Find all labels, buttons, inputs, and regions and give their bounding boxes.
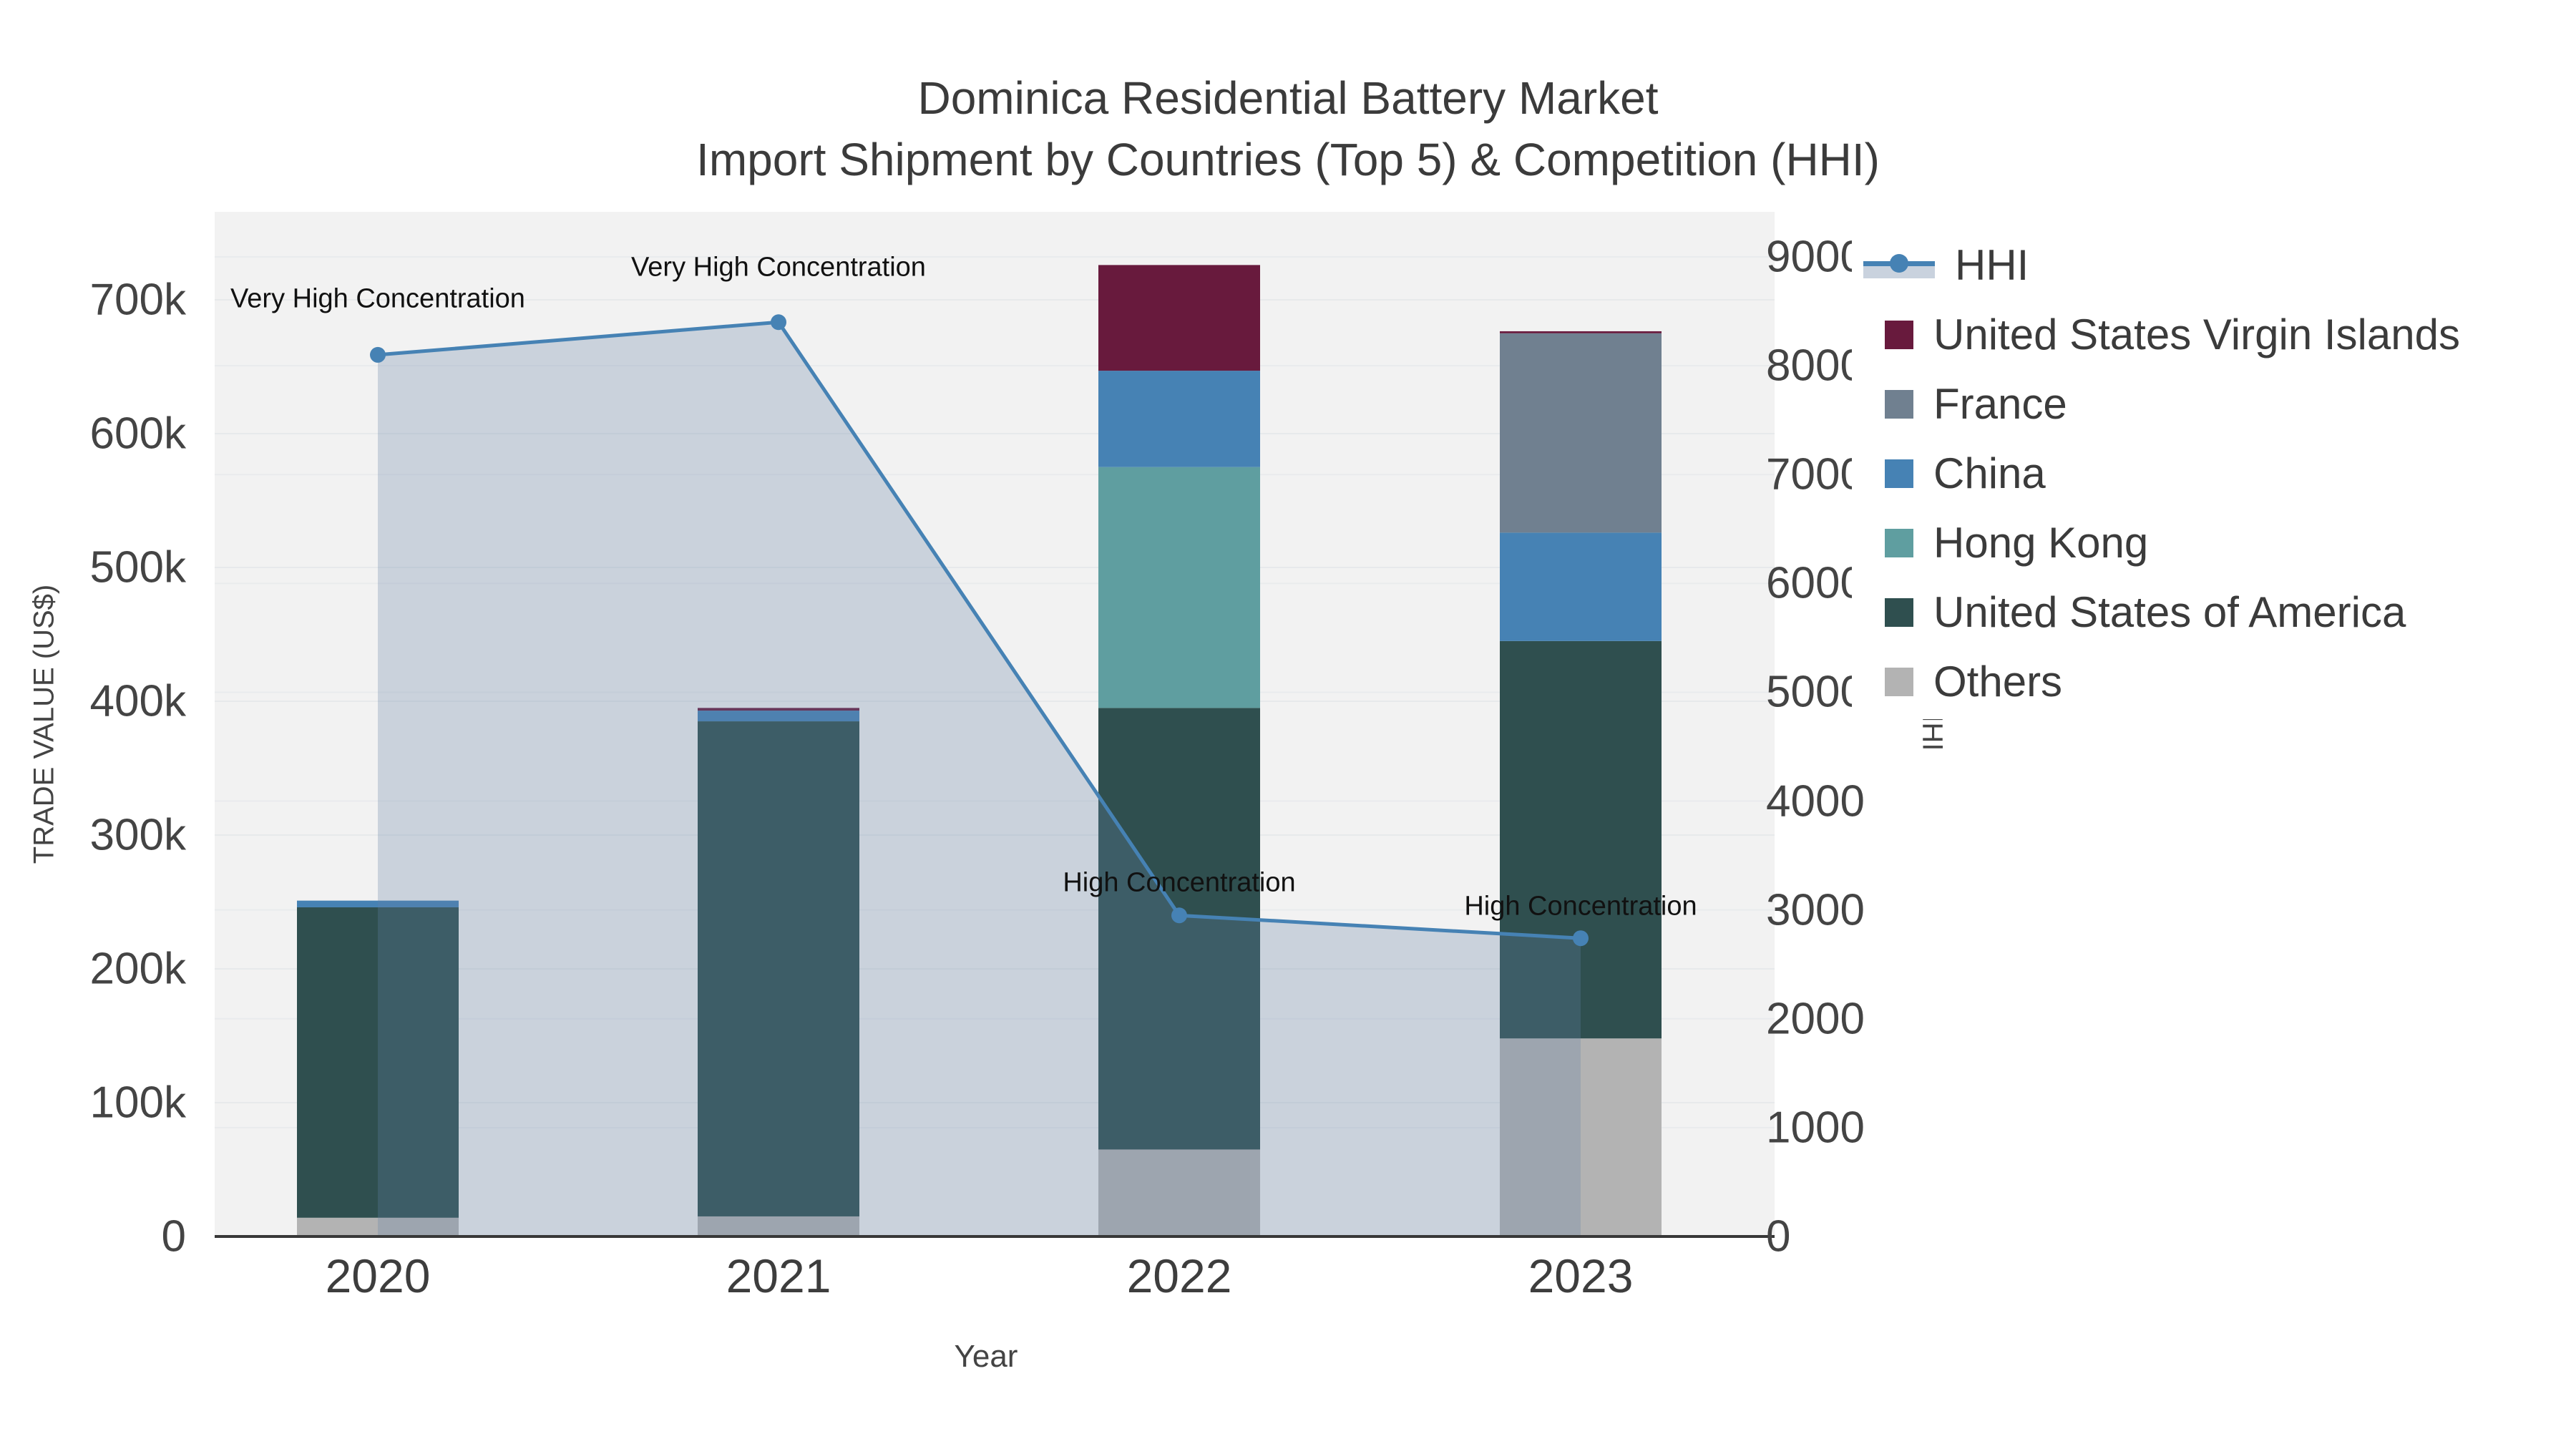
legend-item-china[interactable]: China — [1852, 439, 2570, 508]
y-axis-left-tick-label: 700k — [89, 275, 186, 325]
x-axis-title: Year — [954, 1339, 1018, 1374]
hhi-marker[interactable] — [1573, 930, 1589, 947]
legend-item-united-states-of-america[interactable]: United States of America — [1852, 577, 2570, 647]
x-axis-tick-label: 2021 — [726, 1249, 831, 1302]
legend-label: HHI — [1955, 241, 2029, 289]
bar-2021-united-states-virgin-islands[interactable] — [698, 708, 859, 711]
legend-swatch-icon — [1885, 528, 1913, 557]
y-axis-right-tick-label: 5000 — [1766, 667, 1865, 717]
y-axis-left-tick-label: 400k — [89, 676, 186, 726]
y-axis-left-tick-label: 500k — [89, 542, 186, 592]
chart-title: Dominica Residential Battery Market — [917, 72, 1659, 124]
hhi-line-sample-icon — [1863, 250, 1935, 281]
hhi-line[interactable] — [377, 320, 1581, 940]
y-axis-left-tick-label: 600k — [89, 409, 186, 459]
y-axis-right-tick-label: 1000 — [1766, 1103, 1865, 1153]
annotation-2020: Very High Concentration — [230, 283, 525, 314]
y-axis-right-tick-label: 8000 — [1766, 341, 1865, 391]
bar-2020-others[interactable] — [297, 1217, 459, 1236]
bar-2023-united-states-of-america[interactable] — [1500, 640, 1662, 1039]
bar-2023-china[interactable] — [1500, 532, 1662, 641]
annotation-2022: High Concentration — [1063, 867, 1296, 898]
y-axis-left-tick-label: 300k — [89, 810, 186, 860]
y-axis-right-tick-label: 7000 — [1766, 449, 1865, 499]
y-axis-right-tick-label: 6000 — [1766, 558, 1865, 608]
y-axis-right-tick-label: 4000 — [1766, 776, 1865, 826]
legend-label: Hong Kong — [1933, 519, 2149, 567]
bar-2021-china[interactable] — [698, 711, 859, 722]
legend-item-hhi[interactable]: HHI — [1852, 230, 2570, 300]
hhi-marker[interactable] — [1171, 907, 1187, 924]
hhi-marker[interactable] — [771, 314, 786, 331]
legend-label: United States Virgin Islands — [1933, 311, 2460, 358]
bar-2020-united-states-of-america[interactable] — [297, 907, 459, 1218]
legend-swatch-icon — [1885, 667, 1913, 696]
legend-swatch-icon — [1885, 597, 1913, 627]
annotation-2023: High Concentration — [1464, 891, 1697, 922]
annotation-2021: Very High Concentration — [631, 252, 926, 283]
legend-item-france[interactable]: France — [1852, 369, 2570, 439]
y-axis-right-tick-label: 3000 — [1766, 885, 1865, 935]
hhi-marker[interactable] — [370, 346, 386, 363]
legend-label: China — [1933, 449, 2046, 497]
x-axis-tick-label: 2023 — [1528, 1249, 1634, 1302]
y-axis-left-tick-label: 0 — [161, 1211, 186, 1262]
bar-2021-others[interactable] — [698, 1216, 859, 1236]
legend-item-united-states-virgin-islands[interactable]: United States Virgin Islands — [1852, 300, 2570, 369]
bar-2020-china[interactable] — [297, 900, 459, 907]
y-axis-right-tick-label: 9000 — [1766, 232, 1865, 282]
bar-2023-others[interactable] — [1500, 1038, 1662, 1236]
bar-2022-others[interactable] — [1098, 1149, 1260, 1236]
y-axis-right-tick-label: 0 — [1766, 1211, 1791, 1262]
bar-2023-united-states-virgin-islands[interactable] — [1500, 331, 1662, 333]
x-axis-tick-label: 2022 — [1126, 1249, 1232, 1302]
chart-subtitle: Import Shipment by Countries (Top 5) & C… — [696, 134, 1880, 185]
x-axis-tick-label: 2020 — [325, 1249, 431, 1302]
bar-2022-united-states-of-america[interactable] — [1098, 708, 1260, 1150]
bar-2022-china[interactable] — [1098, 371, 1260, 467]
legend-swatch-icon — [1885, 320, 1913, 349]
legend-swatch-icon — [1885, 459, 1913, 488]
legend-label: France — [1933, 380, 2067, 428]
hhi-area-fill — [378, 322, 1581, 1237]
bar-2021-united-states-of-america[interactable] — [698, 721, 859, 1216]
legend: HHI United States Virgin Islands France Chi… — [1852, 228, 2570, 719]
y-axis-left-tick-label: 200k — [89, 944, 186, 994]
bar-2023-france[interactable] — [1500, 333, 1662, 533]
legend-swatch-icon — [1885, 389, 1913, 419]
legend-item-hong-kong[interactable]: Hong Kong — [1852, 508, 2570, 577]
legend-item-others[interactable]: Others — [1852, 647, 2570, 716]
bar-2022-hong-kong[interactable] — [1098, 467, 1260, 708]
legend-label: Others — [1933, 658, 2063, 706]
y-axis-title-left: TRADE VALUE (US$) — [28, 584, 60, 864]
y-axis-right-tick-label: 2000 — [1766, 994, 1865, 1044]
y-axis-left-tick-label: 100k — [89, 1078, 186, 1128]
legend-label: United States of America — [1933, 588, 2406, 636]
bar-2022-united-states-virgin-islands[interactable] — [1098, 265, 1260, 371]
